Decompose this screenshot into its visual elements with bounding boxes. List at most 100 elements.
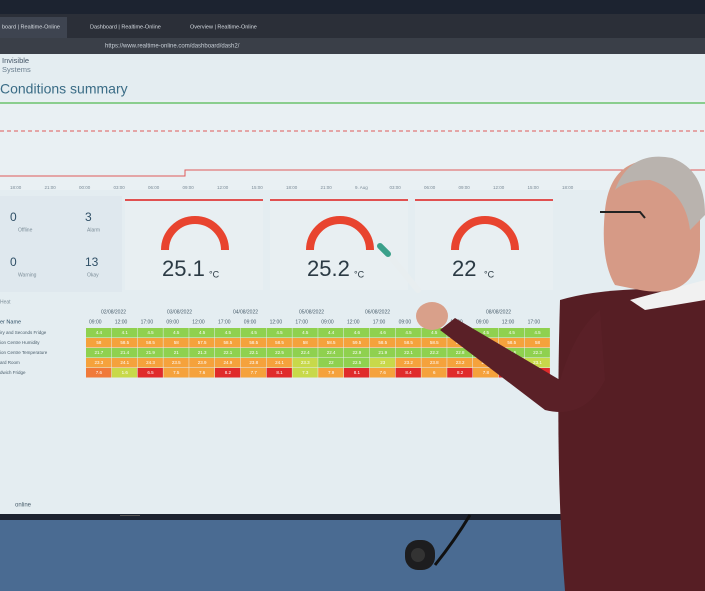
- cell-value: 22.1: [249, 350, 258, 355]
- cell-value: 8.1: [276, 370, 283, 375]
- heat-cell: [86, 348, 112, 358]
- heat-cell: [240, 358, 267, 368]
- timeline-label: 09:00: [459, 185, 471, 190]
- time-header: 09:00: [476, 319, 489, 325]
- heat-cell: [266, 358, 292, 368]
- cell-value: 7.6: [380, 370, 387, 375]
- heat-cell: [395, 328, 421, 338]
- cell-value: 24.1: [120, 360, 129, 365]
- cell-value: 58.5: [378, 340, 387, 345]
- heat-cell: [344, 358, 370, 368]
- tab-title[interactable]: board | Realtime-Online: [2, 24, 60, 30]
- bezel-line: [120, 515, 140, 516]
- cell-value: 58.5: [120, 340, 129, 345]
- timeline-label: 12:00: [493, 185, 505, 190]
- timeline-label: 9. Aug: [355, 185, 368, 190]
- cell-value: 22: [329, 360, 335, 365]
- cell-value: 4.1: [122, 330, 129, 335]
- cell-value: 58.5: [146, 340, 155, 345]
- heat-cell: [137, 358, 163, 368]
- heat-cell: [395, 358, 421, 368]
- heat-cell: [266, 368, 292, 378]
- time-header: 17:00: [218, 319, 231, 325]
- tab-title[interactable]: Dashboard | Realtime-Online: [90, 24, 161, 30]
- heat-cell: [318, 348, 344, 358]
- cell-value: 23.8: [430, 360, 439, 365]
- tab-title[interactable]: Overview | Realtime-Online: [190, 24, 257, 30]
- tab: [180, 17, 275, 38]
- heat-cell: [498, 338, 525, 348]
- heat-cell: [318, 338, 344, 348]
- heat-cell: [421, 328, 447, 338]
- gauge-card: [125, 198, 263, 290]
- cell-value: 22.5: [353, 360, 362, 365]
- time-header: 12:00: [192, 319, 205, 325]
- url-bar: [0, 38, 705, 54]
- gauge-unit: °C: [484, 269, 495, 279]
- time-header: 17:00: [295, 319, 308, 325]
- cell-value: 8.2: [457, 370, 464, 375]
- cell-value: 57.5: [198, 340, 207, 345]
- time-header: 09:00: [321, 319, 334, 325]
- cell-value: 7.5: [173, 370, 180, 375]
- row-name: ion Centre Temperature: [0, 350, 48, 355]
- cell-value: 24.9: [224, 360, 233, 365]
- glasses: [600, 211, 646, 219]
- heat-cell: [240, 328, 267, 338]
- heat-cell: [421, 348, 447, 358]
- heat-cell: [318, 328, 344, 338]
- heat-cell: [240, 368, 267, 378]
- cell-value: 23.9: [198, 360, 207, 365]
- heat-cell: [215, 358, 241, 368]
- cell-value: 7.7: [251, 370, 258, 375]
- cell-value: 23.2: [456, 360, 465, 365]
- cell-value: 58: [303, 340, 309, 345]
- timeline-label: 03:00: [114, 185, 126, 190]
- stat-value: 13: [85, 255, 99, 269]
- heat-cell: [111, 368, 138, 378]
- date-header: 06/08/2022: [365, 309, 390, 315]
- heat-cell: [111, 358, 138, 368]
- heat-cell: [111, 328, 138, 338]
- heat-cell: [524, 348, 550, 358]
- cell-value: 58.5: [327, 340, 336, 345]
- heat-cell: [240, 338, 267, 348]
- cell-value: 4.5: [302, 330, 309, 335]
- gauge-value: 25.1: [162, 256, 205, 281]
- heat-cell: [473, 328, 499, 338]
- timeline-label: 00:00: [79, 185, 91, 190]
- time-header: 17:00: [373, 319, 386, 325]
- timeline-label: 21:00: [45, 185, 57, 190]
- gauge-value: 22: [452, 256, 476, 281]
- hair: [615, 156, 705, 230]
- heat-cell: [137, 348, 163, 358]
- url: https://www.realtime-online.com/dashboar…: [105, 44, 240, 50]
- stat-value: 0: [10, 210, 17, 224]
- cell-value: 7.6: [199, 370, 206, 375]
- time-header: 09:00: [166, 319, 179, 325]
- heat-cell: [86, 338, 112, 348]
- cell-value: 23.2: [404, 360, 413, 365]
- heat-cell: [266, 328, 292, 338]
- stats-panel: [0, 196, 122, 292]
- heat-cell: [395, 338, 421, 348]
- cell-value: 59.5: [353, 340, 362, 345]
- heat-cell: [240, 348, 267, 358]
- heat-cell: [189, 338, 215, 348]
- cell-value: 4.6: [380, 330, 387, 335]
- tab: [0, 17, 67, 38]
- heat-cell: [344, 328, 370, 338]
- page-title: Conditions summary: [0, 81, 128, 97]
- heat-cell: [266, 348, 292, 358]
- heat-cell: [395, 368, 421, 378]
- time-header: 09:00: [244, 319, 257, 325]
- brand: Invisible: [2, 56, 29, 65]
- heat-cell: [189, 368, 215, 378]
- date-header: 02/08/2022: [101, 309, 126, 315]
- cable: [433, 514, 472, 566]
- heat-cell: [137, 328, 163, 338]
- timeline-label: 18:00: [286, 185, 298, 190]
- cell-value: 58.5: [224, 340, 233, 345]
- timeline-label: 18:00: [10, 185, 22, 190]
- cell-value: 58.5: [430, 340, 439, 345]
